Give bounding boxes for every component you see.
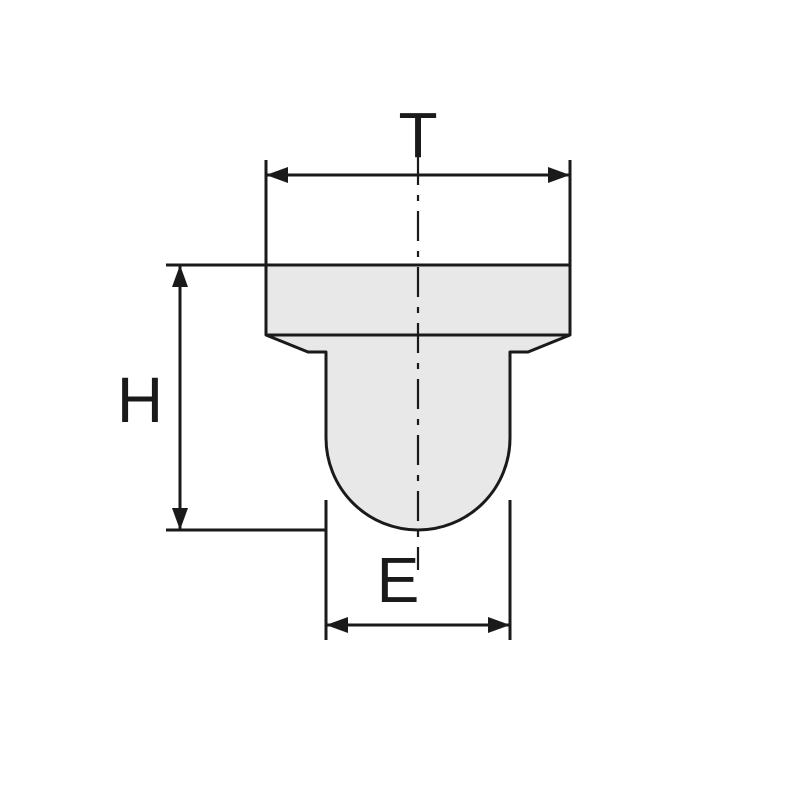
technical-drawing: T H E [0,0,800,800]
dimension-label-t: T [398,103,437,167]
dimension-label-e: E [377,548,420,612]
dimension-label-h: H [117,368,163,432]
